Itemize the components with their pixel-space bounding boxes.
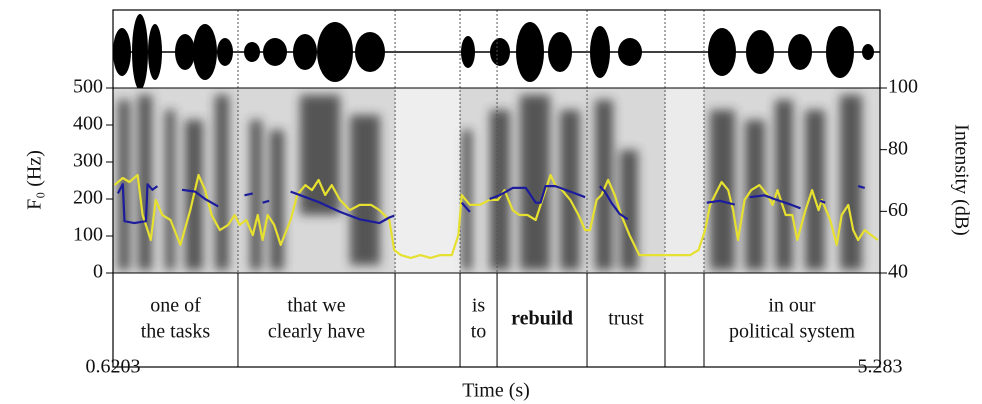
y-axis-label: F₀ (Hz) <box>24 150 46 210</box>
interval-label: that we <box>287 295 345 317</box>
interval-label: rebuild <box>511 308 573 330</box>
x-tick-label: 0.6203 <box>86 356 141 378</box>
series-line <box>116 183 865 225</box>
interval-label: political system <box>729 321 856 343</box>
y2-tick-label: 60 <box>888 199 908 221</box>
frame <box>112 9 881 368</box>
waveform <box>113 14 880 90</box>
y-tick-label: 500 <box>73 76 103 98</box>
x-axis-label: Time (s) <box>462 380 530 402</box>
interval-label: the tasks <box>141 321 211 343</box>
interval-label: one of <box>150 295 201 317</box>
y-tick-label: 300 <box>73 150 103 172</box>
y2-axis-label: Intensity (dB) <box>950 124 972 236</box>
interval-label: clearly have <box>268 321 365 343</box>
spectrogram <box>113 88 880 273</box>
y-tick-label: 200 <box>73 187 103 209</box>
y-tick-label: 100 <box>73 224 103 246</box>
series-line <box>113 173 879 259</box>
y2-tick-label: 80 <box>888 137 908 159</box>
plot-area <box>113 10 879 367</box>
y-tick-label: 0 <box>93 261 103 283</box>
interval-label: is <box>472 295 486 317</box>
y2-tick-label: 100 <box>888 76 918 98</box>
interval-label: in our <box>768 295 816 317</box>
y2-tick-label: 40 <box>888 261 908 283</box>
interval-label: to <box>471 321 487 343</box>
x-tick-label: 5.283 <box>858 356 903 378</box>
y-tick-label: 400 <box>73 113 103 135</box>
interval-label: trust <box>608 308 644 330</box>
